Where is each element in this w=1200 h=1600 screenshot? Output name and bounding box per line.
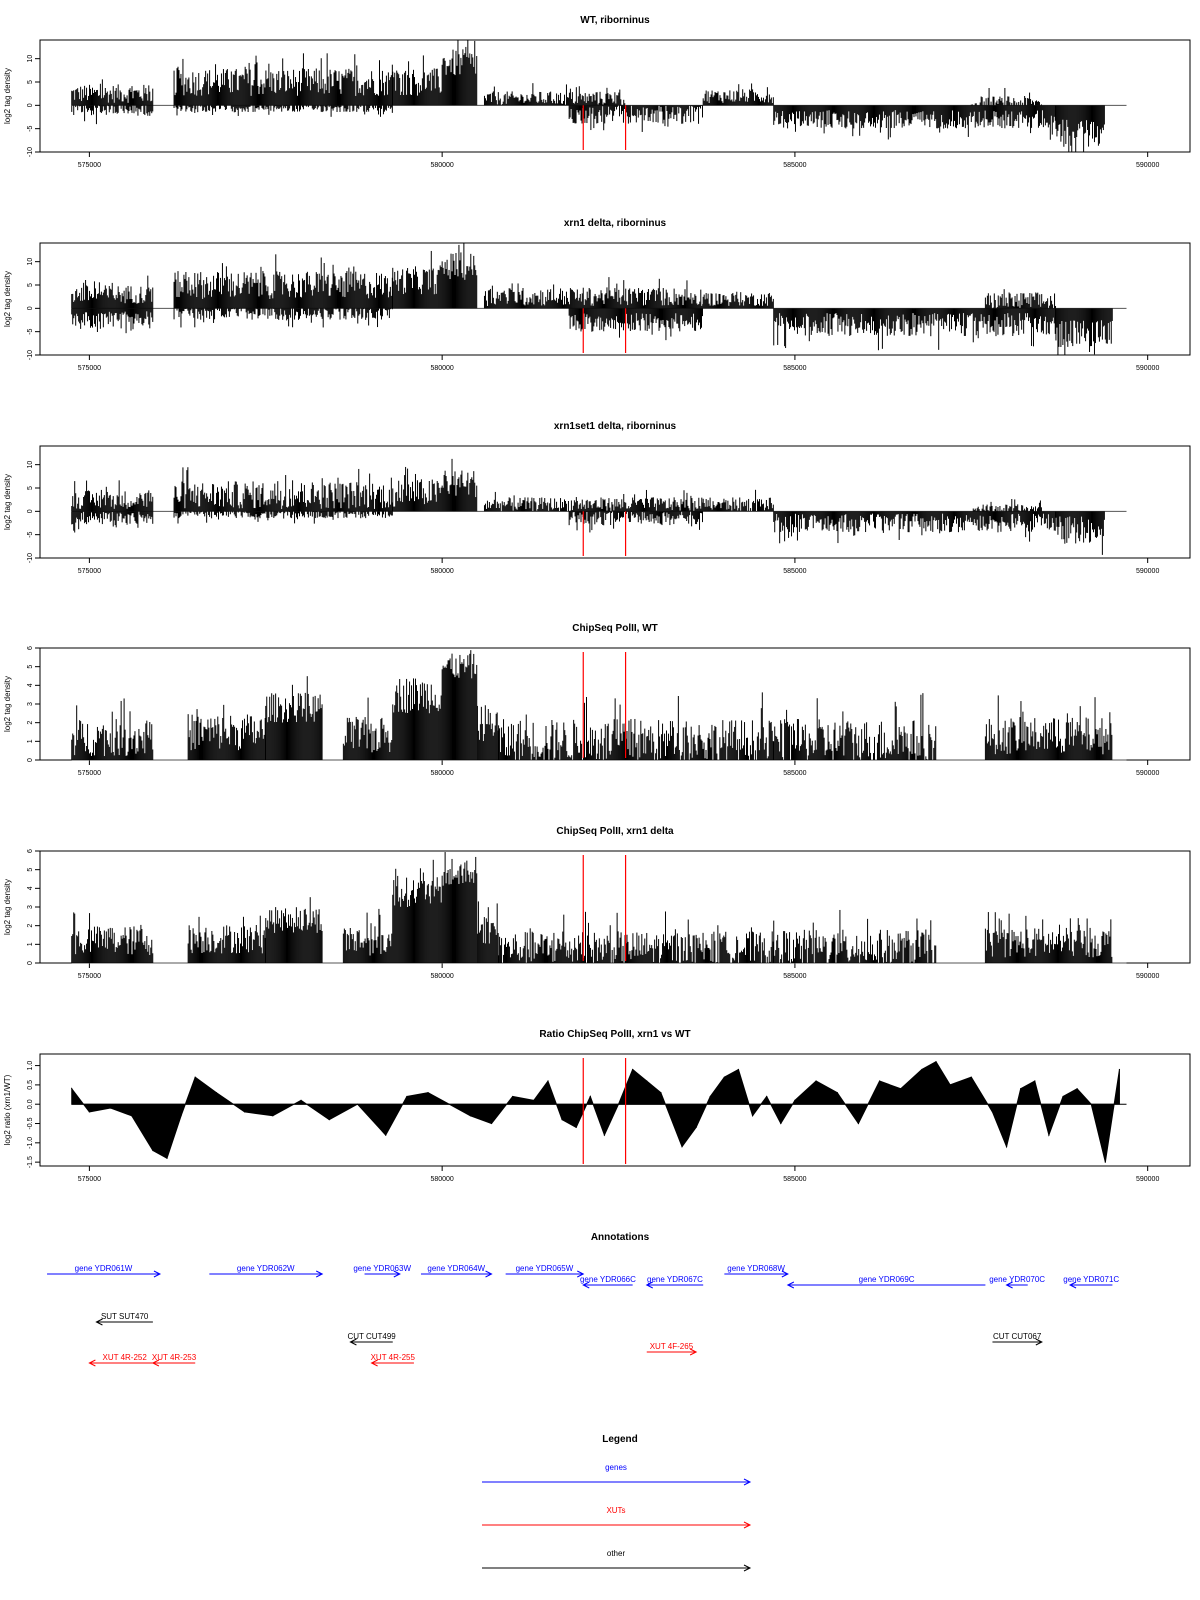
y-tick-label: 10 [27, 55, 34, 63]
data-bars [71, 458, 1105, 555]
chart-panel-4: ChipSeq PolII, WT log2 tag density 0 1 2 3 4 5 6… [3, 623, 1191, 777]
chart-panel-1: WT, riborninus log2 tag density -10 -5 0 5 10 5… [3, 15, 1191, 169]
y-tick-label: 10 [27, 258, 34, 266]
y-tick-label: 5 [27, 486, 34, 490]
x-tick-label: 590000 [1136, 568, 1159, 575]
x-tick-label: 580000 [430, 365, 453, 372]
y-tick-label: 2 [27, 721, 34, 725]
x-tick-label: 585000 [783, 365, 806, 372]
x-tick-label: 575000 [78, 162, 101, 169]
panel-title: ChipSeq PolII, WT [572, 623, 658, 634]
data-bars [71, 650, 1113, 760]
x-tick-label: 585000 [783, 568, 806, 575]
y-axis-label: log2 tag density [3, 271, 12, 327]
y-tick-label: 10 [27, 461, 34, 469]
y-tick-label: 5 [27, 665, 34, 669]
y-tick-label: 0 [27, 758, 34, 762]
x-tick-label: 580000 [430, 770, 453, 777]
plot-frame [39, 445, 1191, 559]
data-bars [71, 243, 1113, 355]
y-tick-label: 6 [27, 646, 34, 650]
y-tick-label: 0 [27, 306, 34, 310]
plot-frame [39, 39, 1191, 153]
x-tick-label: 580000 [430, 568, 453, 575]
y-tick-label: -5 [27, 328, 34, 334]
y-tick-label: 5 [27, 80, 34, 84]
x-tick-label: 575000 [78, 568, 101, 575]
chart-panel-3: xrn1set1 delta, riborninus log2 tag densi… [3, 421, 1191, 575]
x-tick-label: 585000 [783, 162, 806, 169]
x-tick-label: 575000 [78, 770, 101, 777]
panel-title: WT, riborninus [580, 15, 650, 26]
y-tick-label: -10 [27, 147, 34, 157]
y-axis-label: log2 tag density [3, 68, 12, 124]
y-tick-label: 0 [27, 103, 34, 107]
x-tick-label: 585000 [783, 770, 806, 777]
y-tick-label: -10 [27, 553, 34, 563]
y-tick-label: 3 [27, 702, 34, 706]
x-tick-label: 590000 [1136, 770, 1159, 777]
plot-frame [39, 242, 1191, 356]
y-tick-label: -5 [27, 531, 34, 537]
y-tick-label: 5 [27, 283, 34, 287]
x-tick-label: 580000 [430, 162, 453, 169]
y-axis-label: log2 tag density [3, 474, 12, 530]
y-tick-label: -5 [27, 125, 34, 131]
panel-title: xrn1 delta, riborninus [564, 218, 667, 229]
y-tick-label: 4 [27, 683, 34, 687]
x-tick-label: 590000 [1136, 365, 1159, 372]
x-tick-label: 575000 [78, 365, 101, 372]
data-bars [71, 40, 1105, 152]
y-tick-label: -10 [27, 350, 34, 360]
panel-title: xrn1set1 delta, riborninus [554, 421, 677, 432]
chart-panel-2: xrn1 delta, riborninus log2 tag density -1… [3, 218, 1191, 372]
y-axis-label: log2 tag density [3, 676, 12, 732]
y-tick-label: 1 [27, 739, 34, 743]
x-tick-label: 590000 [1136, 162, 1159, 169]
y-tick-label: 0 [27, 509, 34, 513]
